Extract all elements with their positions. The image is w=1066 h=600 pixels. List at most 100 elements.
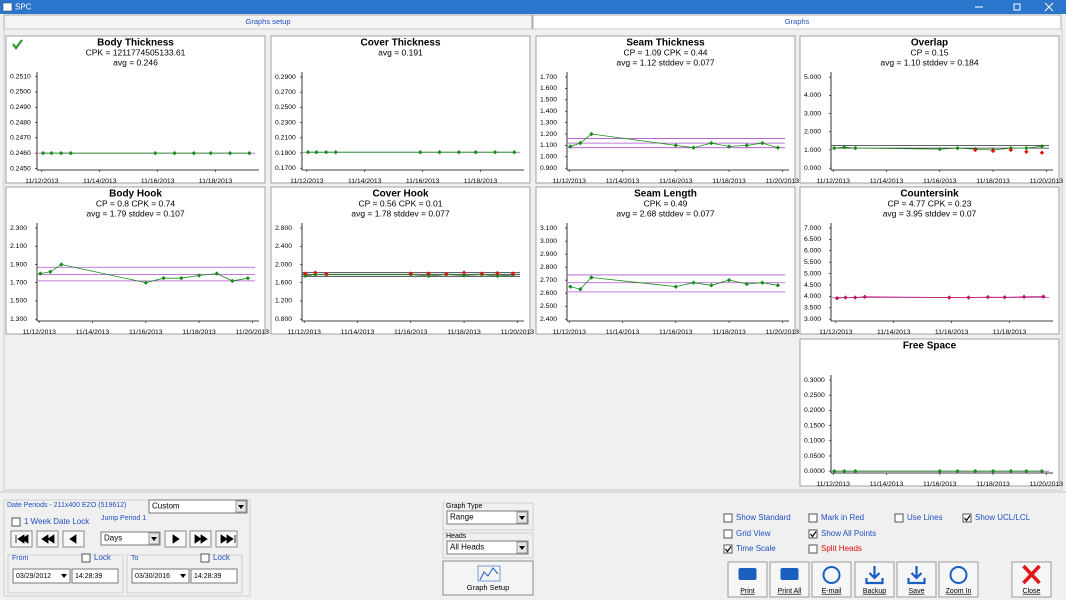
- data-point: [408, 271, 413, 276]
- y-tick-label: 0.2470: [10, 135, 31, 142]
- option-box[interactable]: [808, 544, 818, 554]
- to-date-field[interactable]: [131, 568, 190, 584]
- data-point: [456, 150, 462, 155]
- data-point: [1024, 145, 1029, 151]
- period-select[interactable]: [148, 499, 248, 514]
- chart-stats: CP = 0.15: [911, 47, 949, 57]
- y-tick-label: 0.1000: [804, 438, 825, 445]
- y-tick-label: 1.100: [540, 142, 557, 149]
- chart-stats: CP = 4.77 CPK = 0.23: [888, 198, 972, 208]
- data-point: [744, 281, 750, 287]
- from-time: 14:28:39: [75, 573, 102, 580]
- y-tick-label: 0.2500: [10, 89, 31, 96]
- option-box[interactable]: [894, 513, 904, 523]
- unit-select[interactable]: [100, 531, 161, 546]
- week-lock-box[interactable]: [11, 517, 21, 527]
- data-point: [853, 145, 858, 151]
- to-date: 03/30/2016: [135, 573, 170, 580]
- y-tick-label: 2.000: [275, 261, 292, 268]
- graph-type-select-value: Range: [450, 513, 474, 522]
- toolbar-button[interactable]: [1011, 561, 1052, 598]
- from-lock-label: Lock: [94, 553, 112, 562]
- chart-stats: CPK = 0.49: [644, 198, 688, 208]
- x-tick-label: 11/18/2013: [464, 178, 498, 185]
- nav-icon: [172, 534, 180, 544]
- data-point: [937, 468, 942, 474]
- x-tick-label: 11/20/2013: [1030, 481, 1064, 488]
- data-point: [59, 262, 64, 267]
- y-tick-label: 0.2000: [804, 407, 825, 414]
- chart-panel: [270, 35, 531, 184]
- data-point: [744, 143, 750, 148]
- chart-title: Countersink: [900, 189, 959, 200]
- option-box[interactable]: [962, 513, 972, 523]
- to-time-field[interactable]: [190, 568, 238, 584]
- chart-title: Cover Hook: [372, 189, 429, 200]
- heads-select[interactable]: [446, 540, 529, 555]
- option-label: Show Standard: [736, 513, 791, 522]
- option-box[interactable]: [723, 544, 733, 554]
- y-tick-label: 3.000: [540, 238, 557, 245]
- option-box[interactable]: [808, 513, 818, 523]
- from-time-field[interactable]: [71, 568, 119, 584]
- to-lock-box[interactable]: [200, 553, 210, 563]
- data-point: [444, 271, 449, 277]
- from-label: From: [12, 555, 29, 562]
- x-tick-label: 11/18/2013: [976, 481, 1010, 488]
- data-point: [437, 150, 442, 155]
- x-tick-label: 11/20/2013: [1030, 178, 1064, 185]
- toolbar-button-label: Print All: [778, 588, 802, 595]
- window-title: SPC: [15, 3, 32, 12]
- data-point: [834, 296, 840, 301]
- y-tick-label: 0.0500: [804, 453, 825, 460]
- toolbar-button-label: Save: [909, 588, 925, 595]
- chart-stats: CP = 0.8 CPK = 0.74: [96, 198, 175, 208]
- x-tick-label: 11/14/2013: [877, 329, 911, 336]
- data-point: [568, 284, 573, 289]
- y-tick-label: 6.000: [804, 248, 821, 255]
- y-tick-label: 5.000: [804, 270, 821, 277]
- option-box[interactable]: [808, 529, 818, 539]
- chart-title: Seam Length: [634, 189, 697, 200]
- data-point: [726, 277, 732, 283]
- restore-button[interactable]: [1013, 3, 1021, 11]
- button-icon: [822, 566, 841, 584]
- data-point: [862, 294, 867, 300]
- data-point: [38, 271, 43, 276]
- data-point: [418, 150, 423, 155]
- x-tick-label: 11/20/2013: [236, 329, 270, 336]
- x-tick-label: 11/16/2013: [406, 178, 440, 185]
- status-check: [12, 39, 23, 50]
- data-point: [1024, 149, 1029, 154]
- option-box[interactable]: [723, 529, 733, 539]
- from-lock-box[interactable]: [81, 553, 91, 563]
- x-tick-label: 11/14/2013: [870, 178, 904, 185]
- y-tick-label: 3.500: [804, 305, 821, 312]
- week-lock-label: 1 Week Date Lock: [24, 517, 90, 526]
- close-icon: [1022, 564, 1041, 585]
- data-point: [1024, 468, 1029, 474]
- y-tick-label: 2.400: [275, 243, 292, 250]
- from-date-field[interactable]: [12, 568, 71, 584]
- y-tick-label: 0.2450: [10, 165, 31, 172]
- option-box[interactable]: [723, 513, 733, 523]
- y-tick-label: 1.500: [10, 298, 27, 305]
- app-icon: [2, 2, 13, 12]
- chart-stats: avg = 0.246: [113, 57, 158, 67]
- close-window-button[interactable]: [1044, 2, 1054, 12]
- data-point: [843, 295, 848, 300]
- date-periods-title: Date Periods - 211x400 EZO (519612): [7, 502, 126, 509]
- graph-setup-button[interactable]: [442, 560, 534, 596]
- graph-type-select[interactable]: [446, 510, 529, 525]
- y-tick-label: 1.300: [540, 119, 557, 126]
- data-point: [709, 283, 714, 288]
- data-point: [426, 271, 431, 276]
- date-periods-group: [3, 499, 251, 597]
- y-tick-label: 2.300: [10, 225, 27, 232]
- y-tick-label: 1.600: [275, 280, 292, 287]
- x-tick-label: 11/14/2013: [348, 178, 382, 185]
- x-tick-label: 11/12/2013: [819, 329, 853, 336]
- x-tick-label: 11/12/2013: [287, 329, 321, 336]
- x-tick-label: 11/18/2013: [447, 329, 481, 336]
